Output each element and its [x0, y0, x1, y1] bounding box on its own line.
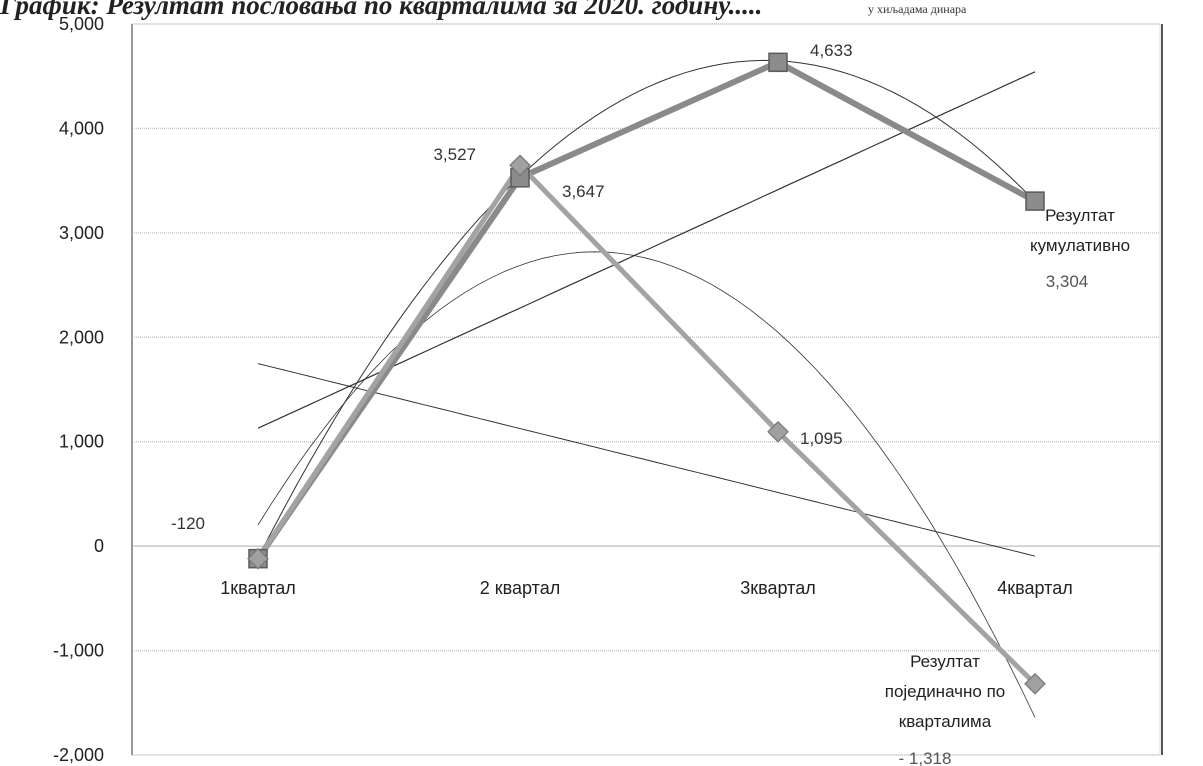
annotations: Резултат кумулативно Резултат појединачно п…: [885, 206, 1130, 731]
chart-title: График: Резултат пословања по кварталима…: [0, 0, 1203, 32]
data-label-individual: - 1,318: [899, 749, 952, 766]
trendline-poly-individual: [257, 251, 1036, 718]
annotation-cumulative: кумулативно: [1030, 236, 1130, 255]
chart-title-main: График: Резултат пословања по кварталима…: [0, 0, 763, 20]
series-line-individual: [255, 162, 1037, 686]
series-line-cumulative: [255, 59, 1037, 561]
data-label-cumulative: -120: [171, 514, 205, 533]
x-axis-categories: 1квартал 2 квартал 3квартал 4квартал: [220, 578, 1072, 598]
annotation-individual: кварталима: [899, 712, 992, 731]
plot-area-frame: [131, 23, 1161, 756]
data-label-individual: 3,647: [562, 182, 605, 201]
y-axis: -2,000 -1,000 0 1,000 2,000 3,000 4,000 5,000: [53, 14, 133, 765]
x-category-label: 2 квартал: [480, 578, 560, 598]
series-layer: [247, 52, 1046, 695]
data-point-individual: [1024, 672, 1046, 695]
y-tick-label: 1,000: [59, 432, 104, 452]
trendline-linear-individual: [257, 363, 1036, 557]
trendline-poly-cumulative: [257, 59, 1036, 559]
chart-title-unit: у хиљадама динара: [868, 2, 967, 16]
data-point-cumulative: [1025, 191, 1045, 211]
y-tick-label: -1,000: [53, 641, 104, 661]
data-point-individual: [509, 154, 531, 177]
x-category-label: 1квартал: [220, 578, 295, 598]
x-category-label: 3квартал: [740, 578, 815, 598]
y-tick-label: -2,000: [53, 745, 104, 765]
data-point-individual: [247, 547, 269, 570]
data-label-cumulative: 3,527: [433, 145, 476, 164]
data-label-individual: 1,095: [800, 429, 843, 448]
y-tick-label: 3,000: [59, 223, 104, 243]
y-tick-label: 4,000: [59, 118, 104, 138]
data-label-cumulative: 4,633: [810, 41, 853, 60]
x-category-label: 4квартал: [997, 578, 1072, 598]
y-tick-label: 0: [94, 536, 104, 556]
annotation-individual: појединачно по: [885, 682, 1006, 701]
trendline-linear-cumulative: [257, 71, 1036, 429]
data-label-cumulative: 3,304: [1046, 272, 1089, 291]
y-tick-label: 2,000: [59, 327, 104, 347]
annotation-cumulative: Резултат: [1045, 206, 1115, 225]
data-point-cumulative: [768, 52, 788, 73]
gridlines: [131, 23, 1163, 756]
annotation-individual: Резултат: [910, 652, 980, 671]
y-tick-label: 5,000: [59, 14, 104, 34]
data-point-individual: [767, 420, 789, 443]
data-labels: -120 3,527 4,633 3,304 3,647 1,095 - 1,318: [171, 41, 1088, 766]
